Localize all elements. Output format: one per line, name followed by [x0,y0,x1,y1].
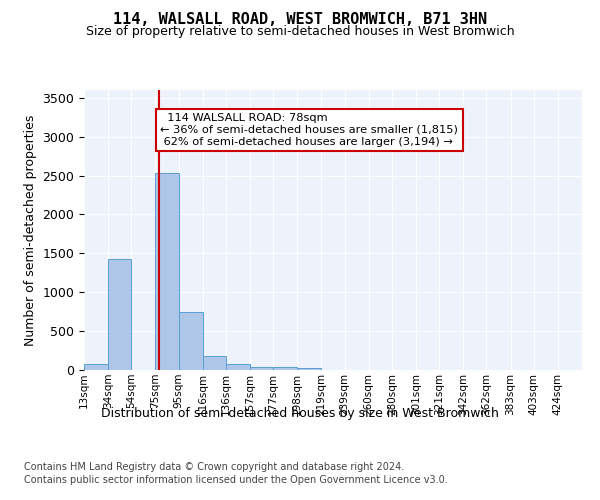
Text: Contains HM Land Registry data © Crown copyright and database right 2024.: Contains HM Land Registry data © Crown c… [24,462,404,472]
Bar [179,312,203,370]
Bar [203,356,226,370]
Text: 114, WALSALL ROAD, WEST BROMWICH, B71 3HN: 114, WALSALL ROAD, WEST BROMWICH, B71 3H… [113,12,487,28]
Y-axis label: Number of semi-detached properties: Number of semi-detached properties [24,114,37,346]
Bar [108,259,131,370]
Text: 114 WALSALL ROAD: 78sqm  
← 36% of semi-detached houses are smaller (1,815)
 62%: 114 WALSALL ROAD: 78sqm ← 36% of semi-de… [160,114,458,146]
Text: Contains public sector information licensed under the Open Government Licence v3: Contains public sector information licen… [24,475,448,485]
Bar [84,364,108,370]
Bar [226,364,250,370]
Bar [250,366,273,370]
Bar [273,368,297,370]
Bar [155,173,179,370]
Text: Distribution of semi-detached houses by size in West Bromwich: Distribution of semi-detached houses by … [101,408,499,420]
Bar [297,368,322,370]
Text: Size of property relative to semi-detached houses in West Bromwich: Size of property relative to semi-detach… [86,25,514,38]
